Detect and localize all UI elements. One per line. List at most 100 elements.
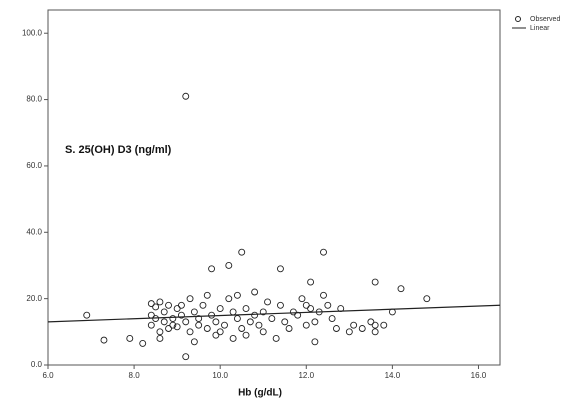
point [182,92,190,100]
x-tick-label: 14.0 [385,371,401,380]
legend-label: Linear [530,25,550,32]
point [320,291,327,299]
x-tick-label: 12.0 [298,371,314,380]
point [302,301,310,309]
point [190,338,198,346]
point [324,301,332,309]
point [233,291,241,299]
point [246,318,254,326]
x-tick-label: 10.0 [212,371,228,380]
point [358,325,366,332]
point [371,328,379,336]
y-tick-label: 60.0 [26,161,42,170]
point [285,325,293,332]
point [216,328,224,336]
point [160,308,168,316]
point [311,338,319,346]
point [165,325,172,332]
x-tick-label: 8.0 [129,371,141,380]
point [242,331,250,339]
point [255,321,263,329]
point [147,300,155,308]
point [147,321,155,329]
point [307,305,315,313]
point [225,262,233,269]
point [83,311,91,319]
point [225,295,233,303]
point [216,305,224,313]
point [156,328,164,336]
legend-marker [515,16,521,22]
point [328,315,336,323]
point [281,318,289,326]
point [208,265,216,273]
point [251,311,259,319]
plot-frame [47,9,501,366]
point [298,295,306,303]
point [186,328,194,336]
x-tick-label: 6.0 [42,371,54,380]
point [126,335,134,342]
point [156,335,164,342]
point [199,301,207,309]
y-tick-label: 0.0 [31,360,43,369]
point [371,278,379,286]
point [367,318,375,326]
point [332,325,340,332]
point [238,325,246,332]
annotation: S. 25(OH) D3 (ng/ml) [65,144,172,156]
point [100,336,108,344]
point [345,328,353,336]
point [380,321,388,329]
point [272,335,280,342]
point [182,318,190,326]
point [251,288,259,296]
point [311,318,319,326]
point [307,278,315,286]
point [173,323,181,331]
y-tick-label: 20.0 [26,294,42,303]
point [238,248,246,256]
x-tick-label: 16.0 [471,371,487,380]
point [277,265,284,273]
point [423,295,431,303]
fit-line [47,304,501,323]
y-tick-label: 40.0 [26,227,42,236]
point [156,298,164,306]
point [190,308,198,316]
point [152,303,160,311]
point [268,315,276,323]
point [259,328,267,336]
point [165,301,172,309]
point [160,318,168,326]
point [203,291,211,299]
legend-label: Observed [530,16,560,23]
point [186,295,194,303]
point [221,321,228,329]
point [212,318,220,326]
point [242,305,250,313]
point [289,308,297,316]
point [371,321,379,329]
point [302,321,310,329]
point [195,321,203,329]
point [397,285,405,293]
point [173,305,181,313]
point [350,321,358,329]
point [195,315,203,323]
point [169,315,177,323]
point [277,301,284,309]
point [169,321,177,329]
point [233,315,241,323]
y-tick-label: 80.0 [26,95,42,104]
x-axis-label: Hb (g/dL) [238,388,282,399]
point [212,331,220,339]
point [139,339,147,347]
point [177,301,185,309]
point [203,325,211,332]
point [177,311,185,319]
point [320,248,327,256]
point [264,298,271,306]
point [229,335,237,342]
